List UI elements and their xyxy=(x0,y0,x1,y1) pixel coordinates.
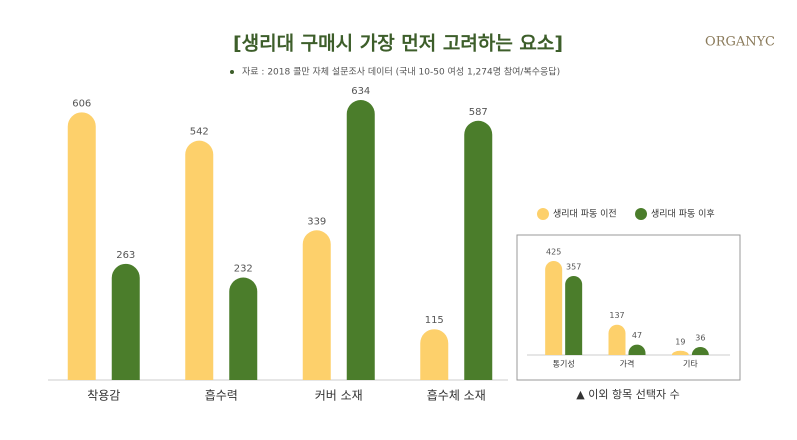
bar xyxy=(671,350,689,355)
data-label: 425 xyxy=(546,248,561,257)
data-label: 47 xyxy=(632,331,642,340)
legend-swatch xyxy=(635,208,647,220)
legend-label: 생리대 파동 이후 xyxy=(651,209,715,220)
data-label: 357 xyxy=(566,263,581,272)
brand-logo: ORGANYC xyxy=(705,35,775,50)
bar xyxy=(691,347,709,355)
inset-frame xyxy=(516,234,741,381)
data-label: 606 xyxy=(72,98,91,109)
data-label: 115 xyxy=(425,315,444,326)
bar xyxy=(628,344,646,355)
bar xyxy=(545,261,563,355)
x-tick-label: 기타 xyxy=(683,360,698,369)
data-label: 137 xyxy=(609,311,624,320)
x-tick-label: 커버 소재 xyxy=(315,389,363,403)
data-label: 634 xyxy=(351,86,370,97)
bar xyxy=(346,100,375,381)
bar xyxy=(111,263,140,380)
bar xyxy=(185,140,214,380)
data-label: 542 xyxy=(190,127,209,138)
bar xyxy=(565,276,583,355)
bar xyxy=(464,120,493,380)
data-label: 587 xyxy=(469,107,488,118)
legend-swatch xyxy=(537,208,549,220)
x-tick-label: 통기성 xyxy=(553,360,575,369)
bar xyxy=(67,112,96,380)
data-label: 339 xyxy=(307,216,326,227)
bullet xyxy=(230,70,234,74)
bar xyxy=(302,230,331,380)
data-label: 263 xyxy=(116,250,135,261)
data-label: 19 xyxy=(675,337,685,346)
bar xyxy=(608,324,626,355)
data-label: 36 xyxy=(695,334,705,343)
x-tick-label: 가격 xyxy=(620,359,635,369)
chart-subtitle: 자료 : 2018 콜만 자체 설문조사 데이터 (국내 10-50 여성 1,… xyxy=(242,66,560,78)
x-tick-label: 흡수체 소재 xyxy=(427,389,486,403)
bar xyxy=(420,329,449,380)
bar xyxy=(229,277,258,380)
x-tick-label: 흡수력 xyxy=(205,389,238,403)
data-label: 232 xyxy=(234,264,253,275)
x-tick-label: 착용감 xyxy=(87,389,120,403)
chart-title: [생리대 구매시 가장 먼저 고려하는 요소] xyxy=(233,33,563,55)
inset-caption: ▲ 이외 항목 선택자 수 xyxy=(576,388,679,401)
legend-label: 생리대 파동 이전 xyxy=(553,209,617,220)
